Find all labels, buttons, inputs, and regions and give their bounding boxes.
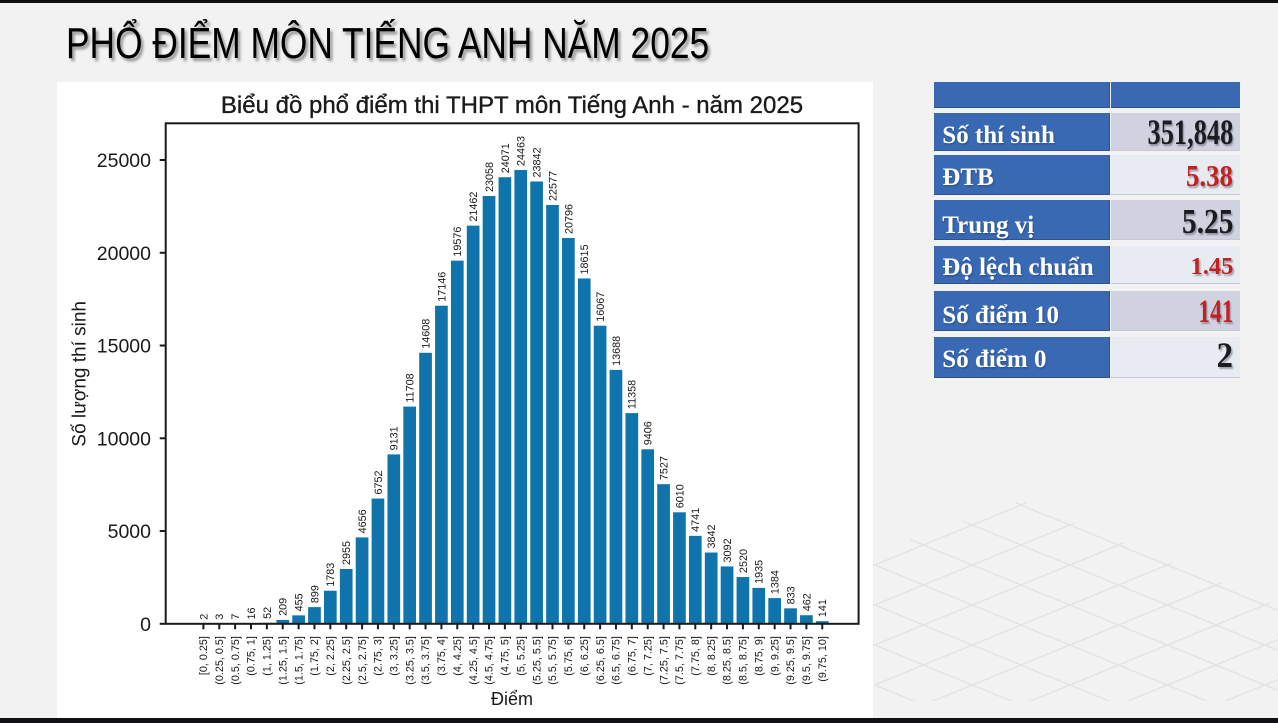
svg-text:0: 0 (140, 614, 151, 636)
svg-text:21462: 21462 (468, 192, 480, 222)
svg-text:2955: 2955 (341, 541, 353, 565)
svg-text:15000: 15000 (97, 336, 151, 358)
svg-text:(4.25, 4.5]: (4.25, 4.5] (468, 636, 480, 685)
svg-text:19576: 19576 (452, 227, 464, 257)
svg-text:(5.5, 5.75]: (5.5, 5.75] (547, 636, 559, 685)
svg-text:2520: 2520 (738, 549, 750, 573)
svg-text:6010: 6010 (674, 484, 686, 508)
svg-text:Số lượng thí sinh: Số lượng thí sinh (70, 301, 91, 447)
svg-text:52: 52 (262, 607, 274, 619)
svg-text:17146: 17146 (436, 272, 448, 302)
svg-text:22577: 22577 (547, 171, 559, 201)
svg-text:(1.75, 2]: (1.75, 2] (309, 636, 321, 676)
svg-text:899: 899 (309, 585, 321, 603)
svg-text:(7, 7.25]: (7, 7.25] (642, 636, 654, 676)
svg-text:(7.25, 7.5]: (7.25, 7.5] (658, 636, 670, 685)
svg-text:7527: 7527 (658, 456, 670, 480)
svg-text:(0.5, 0.75]: (0.5, 0.75] (230, 636, 242, 685)
svg-text:(6.75, 7]: (6.75, 7] (627, 636, 639, 676)
svg-text:(6.5, 6.75]: (6.5, 6.75] (611, 636, 623, 685)
svg-text:5000: 5000 (108, 521, 152, 543)
svg-text:(1.5, 1.75]: (1.5, 1.75] (293, 636, 305, 685)
svg-text:23842: 23842 (532, 147, 544, 177)
svg-text:2: 2 (198, 614, 210, 620)
svg-text:Biểu đồ phổ điểm thi THPT môn: Biểu đồ phổ điểm thi THPT môn Tiếng Anh … (221, 92, 803, 119)
svg-text:Điểm: Điểm (491, 689, 533, 709)
svg-text:(8.25, 8.5]: (8.25, 8.5] (722, 636, 734, 685)
svg-text:141: 141 (817, 599, 829, 617)
svg-text:(4.75, 5]: (4.75, 5] (500, 636, 512, 676)
svg-text:(8.5, 8.75]: (8.5, 8.75] (738, 636, 750, 685)
svg-text:23058: 23058 (484, 162, 496, 192)
svg-text:(2.75, 3]: (2.75, 3] (373, 636, 385, 676)
svg-text:(6, 6.25]: (6, 6.25] (579, 636, 591, 676)
svg-text:11358: 11358 (627, 380, 639, 409)
svg-text:4656: 4656 (357, 509, 369, 533)
svg-text:(0.75, 1]: (0.75, 1] (246, 636, 258, 676)
svg-text:3: 3 (214, 614, 226, 620)
svg-text:(3.25, 3.5]: (3.25, 3.5] (404, 636, 416, 685)
svg-text:(9.5, 9.75]: (9.5, 9.75] (801, 636, 813, 685)
svg-text:(4.5, 4.75]: (4.5, 4.75] (484, 636, 496, 685)
svg-text:(5.75, 6]: (5.75, 6] (563, 636, 575, 676)
svg-text:1783: 1783 (325, 563, 337, 587)
svg-text:24463: 24463 (516, 136, 528, 166)
svg-text:(9.25, 9.5]: (9.25, 9.5] (785, 636, 797, 685)
svg-text:(7.5, 7.75]: (7.5, 7.75] (674, 636, 686, 685)
svg-text:(9, 9.25]: (9, 9.25] (769, 636, 781, 676)
svg-text:9131: 9131 (389, 426, 401, 450)
svg-text:7: 7 (230, 614, 242, 620)
svg-text:20000: 20000 (97, 243, 151, 265)
svg-text:1935: 1935 (754, 560, 766, 584)
svg-text:(4, 4.25]: (4, 4.25] (452, 636, 464, 676)
svg-text:6752: 6752 (373, 471, 385, 495)
svg-text:3842: 3842 (706, 524, 718, 548)
svg-text:18615: 18615 (579, 244, 591, 274)
svg-text:24071: 24071 (500, 143, 512, 173)
svg-text:16067: 16067 (595, 292, 607, 322)
svg-text:(2.25, 2.5]: (2.25, 2.5] (341, 636, 353, 685)
svg-text:14608: 14608 (420, 319, 432, 349)
svg-text:(3.5, 3.75]: (3.5, 3.75] (420, 636, 432, 685)
svg-text:833: 833 (785, 586, 797, 604)
svg-text:4741: 4741 (690, 508, 702, 532)
svg-text:13688: 13688 (611, 336, 623, 366)
svg-text:20796: 20796 (563, 204, 575, 234)
svg-text:(9.75, 10]: (9.75, 10] (817, 636, 829, 682)
svg-text:[0, 0.25]: [0, 0.25] (198, 636, 210, 675)
svg-text:(1, 1.25]: (1, 1.25] (262, 636, 274, 676)
svg-text:(7.75, 8]: (7.75, 8] (690, 636, 702, 676)
svg-text:(0.25, 0.5]: (0.25, 0.5] (214, 636, 226, 685)
svg-text:(5, 5.25]: (5, 5.25] (515, 636, 527, 676)
svg-text:(8.75, 9]: (8.75, 9] (753, 636, 765, 676)
svg-text:(6.25, 6.5]: (6.25, 6.5] (595, 636, 607, 685)
svg-text:16: 16 (246, 607, 258, 619)
svg-text:(2, 2.25]: (2, 2.25] (325, 636, 337, 676)
svg-text:455: 455 (294, 593, 306, 611)
svg-text:(2.5, 2.75]: (2.5, 2.75] (357, 636, 369, 685)
svg-text:10000: 10000 (97, 428, 151, 450)
svg-text:1384: 1384 (770, 570, 782, 594)
svg-text:(3, 3.25]: (3, 3.25] (389, 636, 401, 676)
svg-text:(5.25, 5.5]: (5.25, 5.5] (531, 636, 543, 685)
svg-text:(1.25, 1.5]: (1.25, 1.5] (277, 636, 289, 685)
svg-text:25000: 25000 (97, 150, 151, 172)
svg-text:3092: 3092 (722, 538, 734, 562)
svg-text:(3.75, 4]: (3.75, 4] (436, 636, 448, 676)
svg-text:9406: 9406 (643, 421, 655, 445)
svg-text:11708: 11708 (405, 373, 417, 402)
svg-text:209: 209 (278, 598, 290, 616)
svg-text:462: 462 (801, 593, 813, 611)
svg-text:(8, 8.25]: (8, 8.25] (706, 636, 718, 676)
